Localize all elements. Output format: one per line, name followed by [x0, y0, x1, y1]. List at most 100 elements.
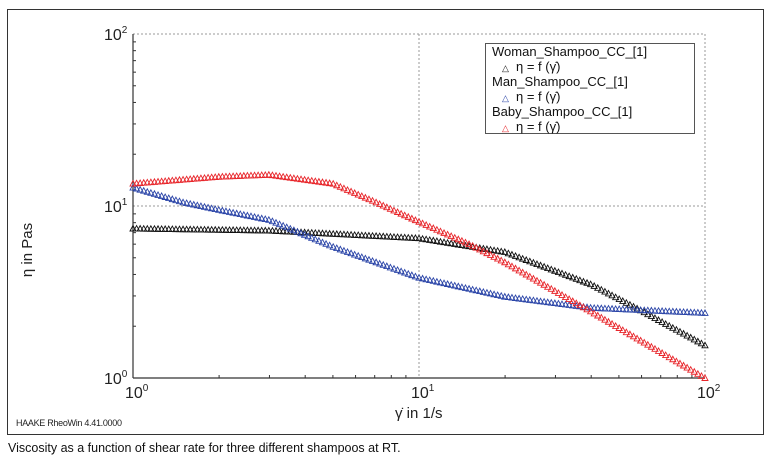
data-point-marker [686, 365, 695, 373]
data-point-marker [522, 295, 531, 303]
data-point-marker [579, 277, 588, 285]
data-point-marker [279, 172, 287, 180]
data-point-marker [440, 228, 448, 236]
data-point-marker [504, 249, 513, 257]
data-point-marker [150, 189, 159, 197]
data-point-marker [200, 225, 209, 233]
data-point-marker [572, 299, 581, 307]
data-point-marker [397, 233, 405, 241]
data-point-marker [157, 192, 166, 199]
data-point-marker [633, 305, 641, 313]
data-point-marker [425, 235, 434, 243]
data-point-marker [701, 341, 709, 349]
data-point-marker [583, 303, 591, 311]
data-point-marker [333, 181, 341, 189]
data-point-marker [440, 238, 448, 246]
data-point-marker [436, 278, 445, 286]
data-point-marker [408, 271, 416, 279]
data-point-marker [190, 225, 198, 233]
data-point-marker [254, 213, 262, 221]
data-point-marker [526, 272, 534, 280]
data-point-marker [343, 230, 352, 238]
data-point-marker [461, 284, 470, 291]
data-point-marker [383, 262, 391, 270]
data-point-marker [186, 225, 194, 233]
data-point-marker [679, 361, 688, 369]
data-point-marker [450, 281, 459, 289]
data-point-marker [697, 371, 706, 379]
data-point-marker [154, 190, 162, 198]
data-point-marker [690, 335, 699, 343]
data-point-marker [433, 237, 441, 245]
data-point-marker [651, 306, 659, 314]
data-point-marker [654, 346, 663, 354]
data-point-marker [497, 247, 505, 255]
data-point-marker [375, 232, 384, 240]
y-axis-label: η in Pas [19, 223, 36, 277]
data-point-marker [350, 250, 359, 258]
data-point-marker [311, 235, 320, 243]
data-point-marker [665, 307, 674, 315]
data-point-marker [404, 212, 413, 220]
data-point-marker [619, 296, 627, 304]
data-point-marker [343, 248, 352, 255]
data-point-marker [619, 305, 627, 313]
data-point-marker [633, 304, 641, 312]
data-point-marker [443, 230, 452, 238]
data-point-marker [329, 242, 337, 250]
data-point-marker [368, 196, 377, 204]
data-point-marker [665, 353, 674, 361]
data-point-marker [622, 328, 631, 336]
data-point-marker [290, 174, 298, 182]
data-point-marker [568, 301, 577, 309]
legend-label: Woman_Shampoo_CC_[1] [492, 44, 648, 59]
data-point-marker [157, 224, 166, 232]
data-point-marker [679, 308, 688, 315]
data-point-marker [193, 225, 202, 233]
data-point-marker [379, 201, 388, 209]
data-point-marker [565, 272, 573, 280]
data-point-marker [586, 280, 595, 288]
data-point-marker [511, 264, 520, 272]
data-point-marker [458, 236, 466, 244]
data-point-marker [483, 249, 491, 257]
data-point-marker [576, 301, 584, 309]
data-point-marker [400, 211, 409, 219]
data-point-marker [229, 208, 237, 216]
data-point-marker [433, 225, 441, 233]
data-point-marker [644, 306, 652, 314]
data-point-marker [640, 338, 648, 346]
data-point-marker [429, 224, 438, 232]
data-point-marker [207, 204, 216, 212]
data-point-marker [647, 306, 656, 314]
data-point-marker [611, 321, 620, 329]
data-point-marker [129, 183, 137, 191]
data-point-marker [225, 226, 234, 233]
data-point-marker [279, 221, 287, 229]
data-point-marker [604, 289, 613, 297]
data-point-marker [418, 219, 427, 227]
data-point-marker [597, 313, 606, 321]
data-point-marker [672, 325, 681, 333]
data-point-marker [683, 331, 691, 339]
data-point-marker [168, 225, 177, 233]
data-point-marker [486, 251, 495, 258]
data-point-marker [479, 247, 488, 255]
data-point-marker [483, 245, 491, 253]
data-point-marker [365, 231, 373, 239]
data-point-marker [636, 336, 645, 344]
data-point-marker [175, 225, 184, 233]
data-point-marker [279, 227, 287, 235]
data-point-marker [375, 199, 384, 207]
data-point-marker [304, 228, 312, 236]
data-point-marker [368, 257, 377, 264]
data-point-marker [561, 300, 570, 308]
data-point-marker [686, 333, 695, 341]
data-point-marker [454, 240, 463, 248]
data-point-marker [511, 252, 520, 259]
data-point-marker [336, 230, 345, 238]
data-point-marker [200, 202, 209, 210]
data-point-marker [361, 231, 370, 239]
data-point-marker [390, 206, 398, 214]
data-point-marker [694, 308, 702, 316]
